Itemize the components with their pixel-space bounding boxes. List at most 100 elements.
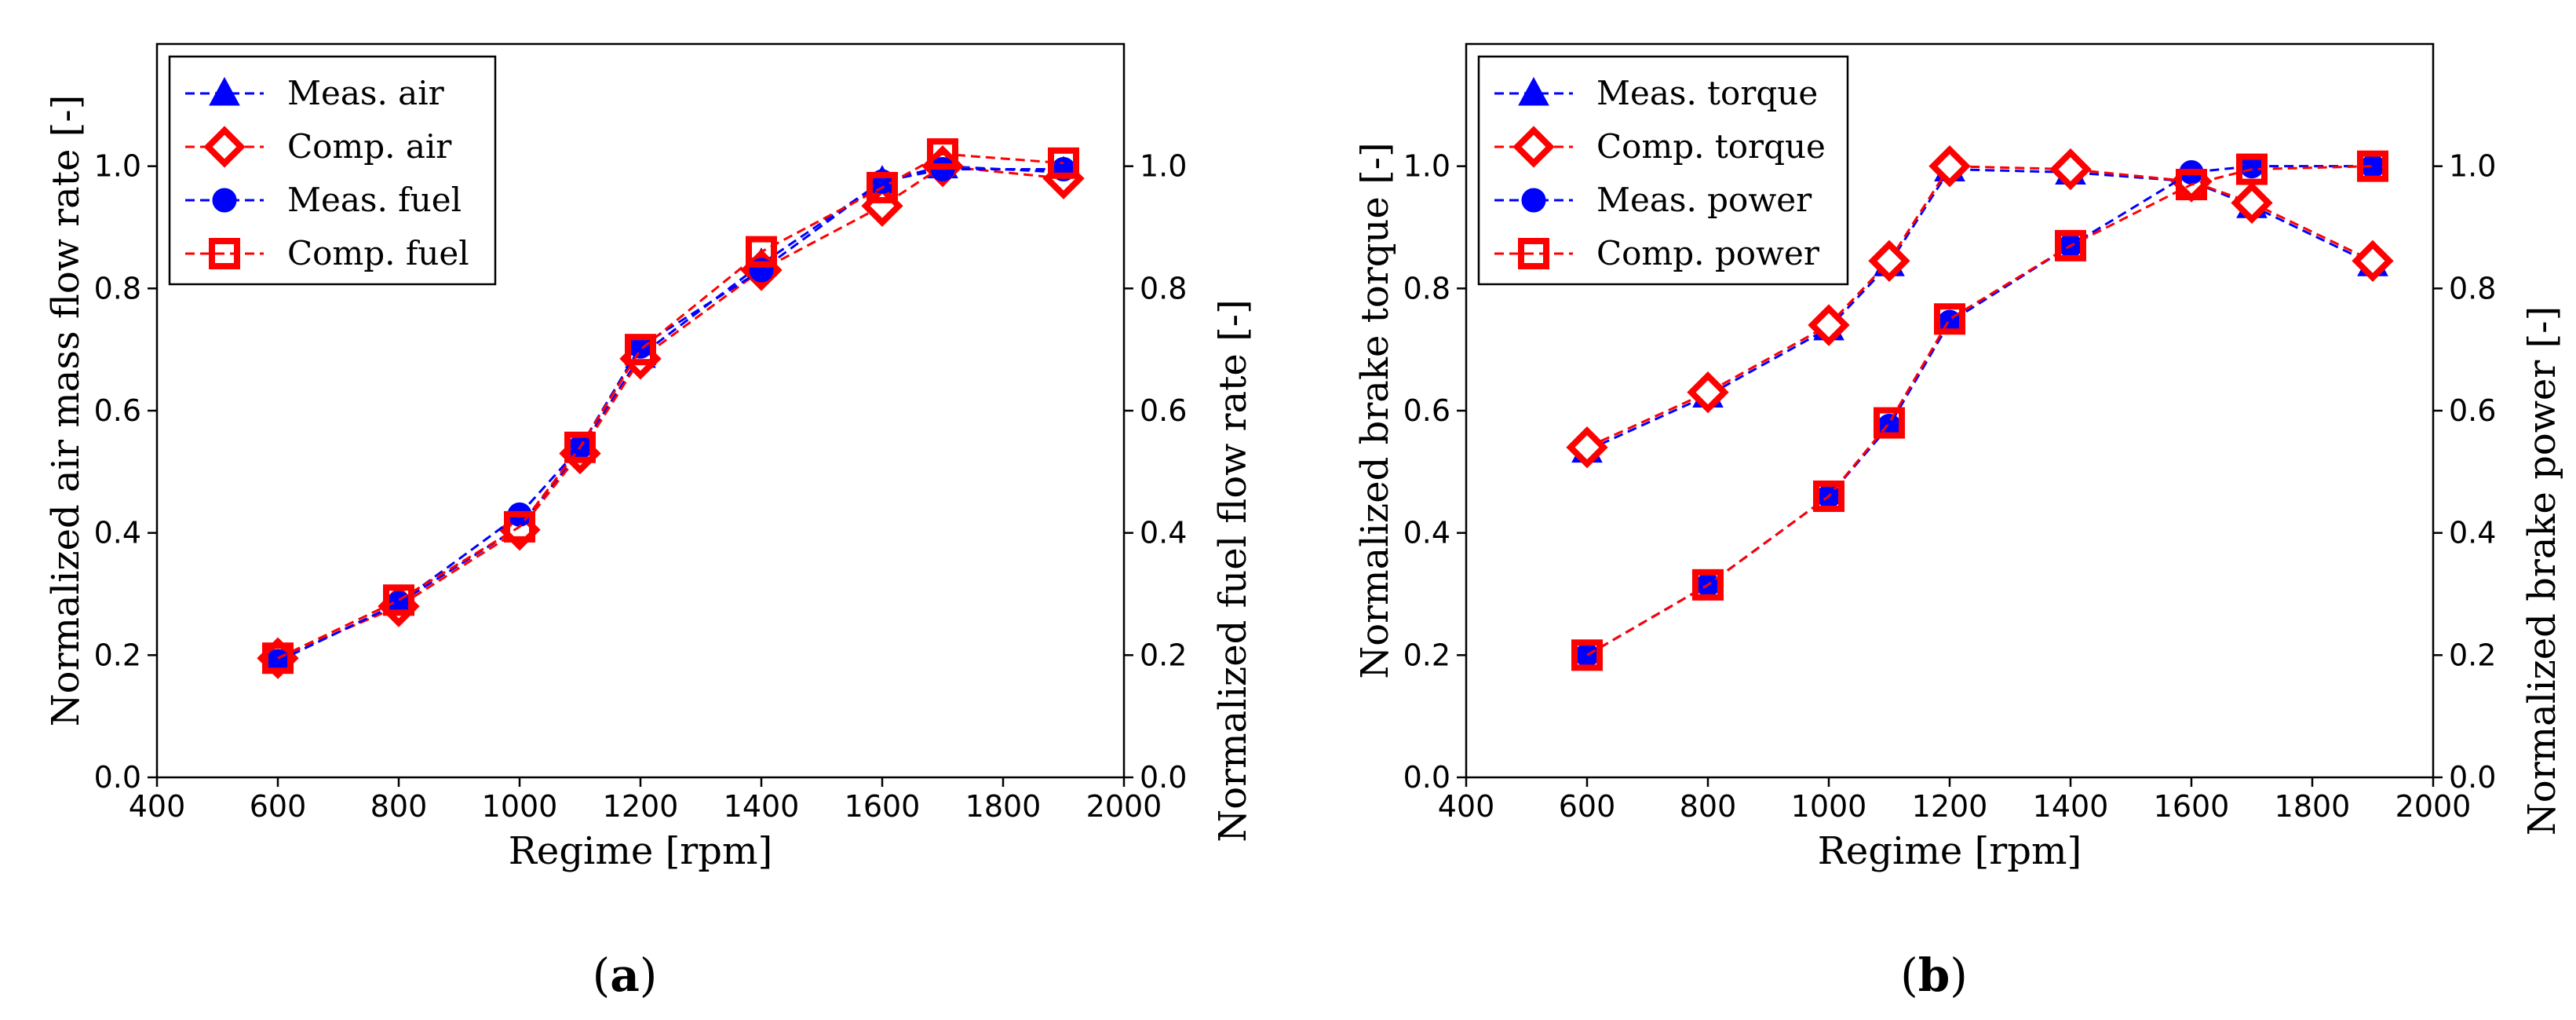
y-tick-label: 1.0 (1403, 149, 1450, 184)
y2-tick-label: 0.4 (2449, 516, 2496, 550)
x-tick-label: 1800 (2275, 789, 2351, 824)
legend-label: Meas. air (287, 74, 445, 112)
x-tick-label: 1400 (2033, 789, 2109, 824)
data-point (2231, 181, 2273, 225)
series-line (1586, 165, 2373, 656)
y2-tick-label: 0.8 (1140, 271, 1187, 305)
legend-marker (212, 188, 237, 213)
series-line (1586, 165, 2373, 656)
y2-tick-label: 0.8 (2449, 271, 2496, 305)
x-tick-label: 800 (370, 789, 428, 824)
legend-label: Comp. power (1596, 234, 1820, 272)
data-point (1808, 304, 1850, 346)
data-point (504, 510, 535, 543)
data-point (1687, 371, 1729, 414)
legend: Meas. air Comp. air Meas. fuel Comp. fuel (168, 55, 497, 286)
x-tick-label: 1600 (845, 789, 921, 824)
y-tick-label: 0.8 (94, 271, 141, 305)
legend-label: Comp. air (287, 127, 452, 166)
x-tick-label: 1600 (2154, 789, 2230, 824)
data-point (262, 642, 294, 675)
data-point (1571, 639, 1603, 671)
legend-label: Meas. power (1596, 181, 1812, 219)
y-tick-label: 0.0 (1403, 760, 1450, 795)
chart-panel-a: 400 600 800 1000 1200 1400 1600 1800 20000.00.20… (44, 42, 1255, 1002)
panel-label: (a) (593, 949, 658, 1002)
data-point (746, 236, 777, 268)
x-tick-label: 600 (250, 789, 307, 824)
data-point (2352, 239, 2394, 282)
x-tick-label: 1400 (724, 789, 800, 824)
y2-tick-label: 0.2 (2449, 638, 2496, 672)
series-comp-fuel (262, 138, 1079, 675)
series-line (277, 165, 1064, 663)
x-tick-label: 400 (1438, 789, 1495, 824)
y2-tick-label: 1.0 (1140, 149, 1187, 184)
y-tick-label: 0.6 (1403, 393, 1450, 428)
chart-panel-b: 400 600 800 1000 1200 1400 1600 1800 20000.00.20… (1353, 42, 2564, 1002)
y-axis-label: Normalized brake torque [-] (1353, 142, 1397, 679)
x-tick-label: 1800 (965, 789, 1042, 824)
y-tick-label: 0.4 (1403, 516, 1450, 550)
legend-label: Comp. fuel (287, 234, 469, 272)
legend-marker (1518, 76, 1549, 106)
y2-axis-label: Normalized fuel flow rate [-] (1211, 299, 1255, 843)
data-point (2055, 229, 2086, 261)
data-point (867, 171, 898, 203)
legend-marker (209, 238, 240, 269)
data-point (927, 138, 958, 170)
data-point (383, 584, 414, 616)
legend-marker (209, 76, 240, 106)
data-point (1566, 426, 1608, 469)
data-point (1692, 568, 1724, 601)
x-tick-label: 1200 (603, 789, 679, 824)
x-tick-label: 1000 (1791, 789, 1867, 824)
y-tick-label: 0.4 (94, 516, 141, 550)
x-tick-label: 1000 (482, 789, 558, 824)
legend-marker (203, 126, 246, 168)
data-point (1048, 147, 1079, 179)
y-axis-label: Normalized air mass flow rate [-] (44, 95, 88, 727)
y-tick-label: 0.6 (94, 393, 141, 428)
x-tick-label: 800 (1680, 789, 1737, 824)
x-axis-label: Regime [rpm] (509, 829, 772, 873)
y2-tick-label: 0.4 (1140, 516, 1187, 550)
x-tick-label: 600 (1559, 789, 1616, 824)
legend-marker (1521, 188, 1546, 213)
data-point (2357, 150, 2388, 182)
data-point (1868, 239, 1910, 282)
x-tick-label: 2000 (1086, 789, 1162, 824)
data-point (2236, 153, 2268, 185)
y2-tick-label: 0.2 (1140, 638, 1187, 672)
legend: Meas. torque Comp. torque Meas. power Comp.… (1477, 55, 1849, 286)
data-point (2049, 148, 2092, 191)
y2-axis-label: Normalized brake power [-] (2520, 306, 2564, 835)
data-point (625, 334, 656, 366)
y-tick-label: 0.8 (1403, 271, 1450, 305)
legend-label: Meas. fuel (287, 181, 462, 219)
y2-tick-label: 0.6 (2449, 393, 2496, 428)
data-point (1934, 303, 1965, 335)
y2-tick-label: 1.0 (2449, 149, 2496, 184)
panel-label: (b) (1900, 949, 1968, 1002)
x-axis-label: Regime [rpm] (1818, 829, 2082, 873)
data-point (1874, 407, 1905, 439)
legend-marker (1512, 126, 1555, 168)
x-tick-label: 1200 (1912, 789, 1988, 824)
y2-tick-label: 0.0 (1140, 760, 1187, 795)
data-point (1813, 480, 1844, 512)
data-point (1928, 145, 1971, 188)
y2-tick-label: 0.6 (1140, 393, 1187, 428)
y-tick-label: 0.2 (1403, 638, 1450, 672)
x-tick-label: 400 (129, 789, 186, 824)
series-comp-power (1571, 150, 2388, 671)
y-tick-label: 0.2 (94, 638, 141, 672)
data-point (2176, 169, 2207, 201)
legend-label: Meas. torque (1596, 74, 1818, 112)
data-point (564, 431, 596, 463)
series-line (277, 168, 1064, 663)
legend-marker (1518, 238, 1549, 269)
legend-label: Comp. torque (1596, 127, 1826, 166)
y-tick-label: 0.0 (94, 760, 141, 795)
